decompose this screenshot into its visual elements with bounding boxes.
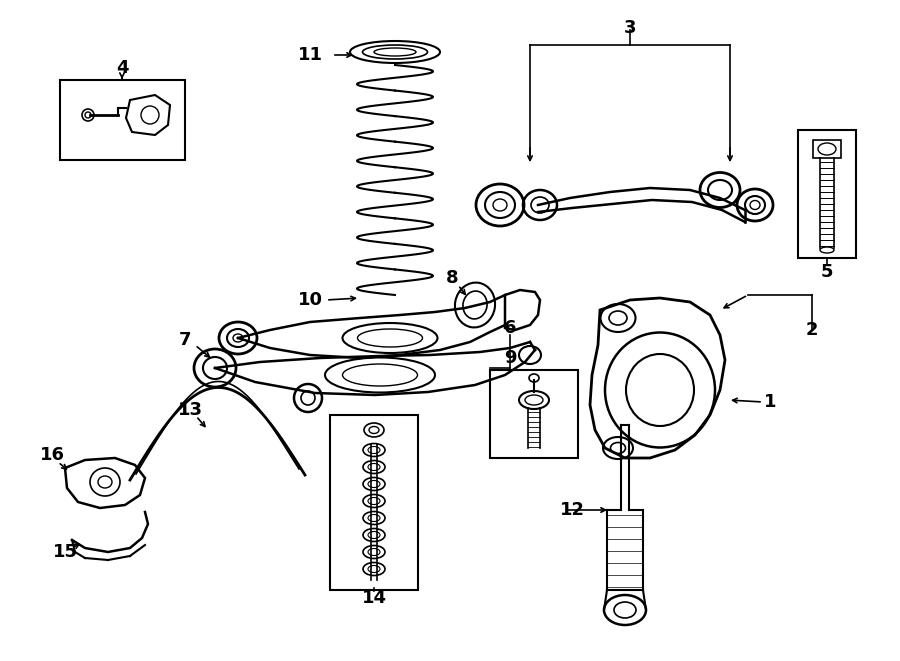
Text: 6: 6	[504, 319, 517, 337]
Text: 16: 16	[40, 446, 65, 464]
Text: 7: 7	[179, 331, 191, 349]
Text: 2: 2	[806, 321, 818, 339]
Bar	[60, 80, 185, 160]
Bar	[798, 130, 856, 258]
Text: 10: 10	[298, 291, 322, 309]
Text: 14: 14	[362, 589, 386, 607]
Text: 13: 13	[177, 401, 202, 419]
Text: 11: 11	[298, 46, 322, 64]
Bar	[813, 140, 841, 158]
Text: 12: 12	[560, 501, 584, 519]
Text: 4: 4	[116, 59, 128, 77]
Text: 9: 9	[504, 349, 517, 367]
Text: 3: 3	[624, 19, 636, 37]
Text: 8: 8	[446, 269, 458, 287]
Text: 1: 1	[764, 393, 776, 411]
Text: 15: 15	[52, 543, 77, 561]
Text: 5: 5	[821, 263, 833, 281]
Bar	[330, 415, 418, 590]
Bar	[490, 370, 578, 458]
